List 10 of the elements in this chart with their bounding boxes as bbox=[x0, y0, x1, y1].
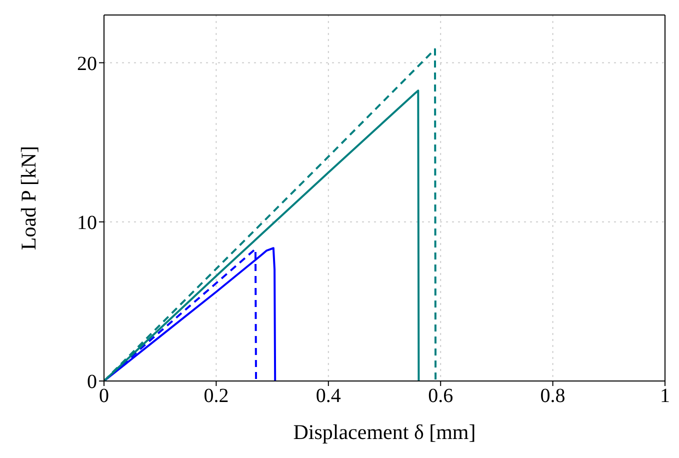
y-tick-label: 10 bbox=[77, 212, 97, 234]
x-axis-title: Displacement δ [mm] bbox=[293, 420, 476, 444]
y-tick-label: 0 bbox=[87, 371, 97, 394]
y-tick-label: 20 bbox=[77, 52, 97, 75]
x-tick-label: 0.6 bbox=[428, 385, 454, 408]
y-axis-title: Load P [kN] bbox=[16, 146, 40, 250]
x-tick-label: 0.8 bbox=[540, 385, 566, 408]
x-tick-label: 0.4 bbox=[316, 385, 341, 408]
x-tick-label: 0.2 bbox=[204, 385, 229, 408]
x-tick-label: 1 bbox=[660, 385, 670, 408]
